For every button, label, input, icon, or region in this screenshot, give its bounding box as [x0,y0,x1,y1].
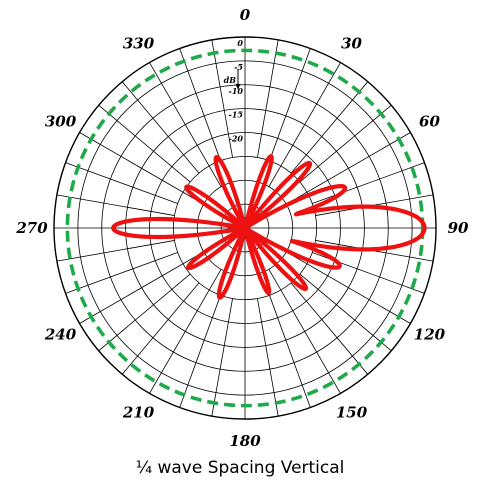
grid-spoke [56,194,175,216]
grid-spoke [299,273,392,352]
grid-spoke [269,48,311,161]
grid-spoke [179,48,221,161]
angle-label-120: 120 [414,326,446,344]
db-tick--20: -20 [229,134,244,144]
angle-label-180: 180 [229,432,261,450]
angle-label-270: 270 [15,219,48,237]
polar-radiation-plot: 0 30 60 90 120 150 180 210 240 270 300 330 0 -5 -10 -1… [15,6,469,450]
polar-grid [53,36,437,420]
grid-spoke [98,273,191,352]
grid-spoke [268,62,341,187]
grid-spoke [268,269,341,394]
radiation-pattern [111,154,427,300]
db-tick--5: -5 [234,62,243,72]
db-tick-0: 0 [237,38,243,48]
grid-spoke [121,282,200,375]
chart-caption: ¼ wave Spacing Vertical [135,458,345,478]
grid-spoke [121,81,200,174]
grid-spoke [257,298,279,417]
grid-spoke [79,132,204,205]
grid-spoke [257,39,279,158]
grid-spoke [79,251,204,324]
grid-spoke [299,104,392,183]
db-tick--15: -15 [229,110,244,120]
grid-spoke [211,298,233,417]
pattern-trace [111,154,427,300]
grid-spoke [312,162,425,204]
db-unit-label: dB [224,75,237,85]
grid-spoke [179,295,221,408]
angle-label-210: 210 [122,403,155,421]
angle-label-300: 300 [45,113,77,131]
angle-label-240: 240 [44,326,77,344]
angle-label-0: 0 [240,6,251,24]
angle-label-30: 30 [341,35,362,53]
grid-spoke [149,62,222,187]
grid-spoke [56,240,175,262]
grid-spoke [98,104,191,183]
grid-spoke [286,132,411,205]
grid-spoke [290,81,369,174]
angle-label-150: 150 [336,403,368,421]
db-arrow-head [235,83,241,90]
grid-spoke [286,251,411,324]
db-scale: 0 -5 -10 -15 -20 dB [224,38,244,144]
angle-labels: 0 30 60 90 120 150 180 210 240 270 300 330 [15,6,469,450]
grid-spoke [65,252,178,294]
grid-spoke [65,162,178,204]
grid-spoke [149,269,222,394]
angle-label-90: 90 [448,219,469,237]
angle-label-330: 330 [123,35,155,53]
grid-spoke [290,282,369,375]
grid-spoke [211,39,233,158]
db-tick--10: -10 [229,86,244,96]
angle-label-60: 60 [419,113,440,131]
grid-spoke [269,295,311,408]
